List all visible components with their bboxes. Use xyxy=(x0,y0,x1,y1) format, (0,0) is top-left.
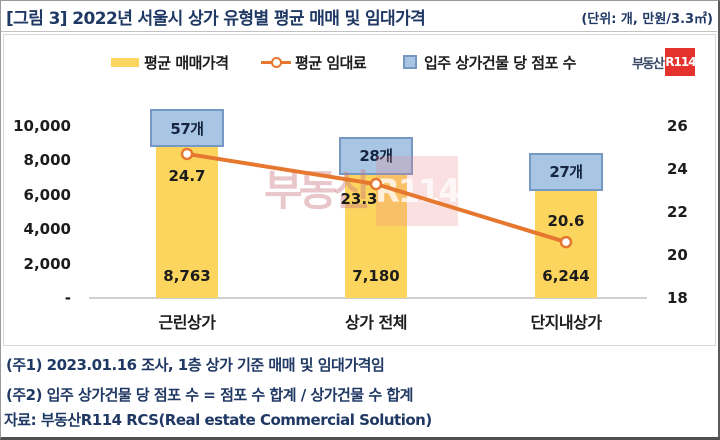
unit-label: (단위: 개, 만원/3.3㎡) xyxy=(581,12,713,27)
store-count-box: 27개 xyxy=(529,152,603,191)
legend-item-rent: 평균 임대료 xyxy=(261,52,367,72)
rent-value-label: 23.3 xyxy=(340,190,378,209)
left-axis-tick: 8,000 xyxy=(23,151,71,170)
left-axis-tick: 4,000 xyxy=(23,220,71,239)
category-label: 근린상가 xyxy=(158,313,216,332)
sale-price-value-label: 7,180 xyxy=(352,267,400,285)
figure-title: [그림 3] 2022년 서울시 상가 유형별 평균 매매 및 임대가격 xyxy=(6,9,426,29)
right-axis-tick: 24 xyxy=(667,160,688,178)
sale-price-value-label: 6,244 xyxy=(542,267,590,285)
source-line: 자료: 부동산R114 RCS(Real estate Commercial S… xyxy=(4,411,432,429)
sale-price-value-label: 8,763 xyxy=(163,267,211,285)
category-label: 단지내상가 xyxy=(530,313,602,332)
legend-item-sale-price: 평균 매매가격 xyxy=(111,52,229,72)
left-axis-tick: 6,000 xyxy=(23,185,71,204)
right-axis-tick: 18 xyxy=(667,289,688,307)
x-axis-line xyxy=(89,297,647,299)
footnote-2: (주2) 입주 상가건물 당 점포 수 = 점포 수 합계 / 상가건물 수 합… xyxy=(6,386,414,404)
right-axis-tick: 20 xyxy=(667,246,688,264)
category-label: 상가 전체 xyxy=(345,313,407,332)
brand-logo-text: 부동산 xyxy=(632,56,665,72)
bar-swatch-icon xyxy=(111,57,139,67)
footnote-1: (주1) 2023.01.16 조사, 1층 상가 기준 매매 및 임대가격임 xyxy=(6,356,385,374)
legend-label-rent: 평균 임대료 xyxy=(295,53,367,72)
right-axis-tick: 22 xyxy=(667,203,688,221)
legend-label-store-count: 입주 상가건물 당 점포 수 xyxy=(424,53,576,72)
left-axis-tick: 2,000 xyxy=(23,254,71,273)
left-axis-tick: 10,000 xyxy=(13,117,71,135)
store-count-box: 28개 xyxy=(339,136,413,175)
brand-logo-badge: R114 xyxy=(665,48,697,76)
box-swatch-icon xyxy=(403,55,417,69)
title-separator xyxy=(1,31,717,32)
left-axis-tick: - xyxy=(64,289,71,307)
line-marker-icon xyxy=(271,57,282,68)
legend-item-store-count: 입주 상가건물 당 점포 수 xyxy=(403,52,576,72)
legend-label-sale-price: 평균 매매가격 xyxy=(144,53,229,72)
right-axis-tick: 26 xyxy=(667,117,688,135)
rent-value-label: 24.7 xyxy=(168,166,206,185)
brand-logo: 부동산 R114 xyxy=(632,48,697,76)
rent-value-label: 20.6 xyxy=(547,212,585,231)
line-swatch-icon xyxy=(261,57,291,68)
store-count-box: 57개 xyxy=(150,109,224,148)
